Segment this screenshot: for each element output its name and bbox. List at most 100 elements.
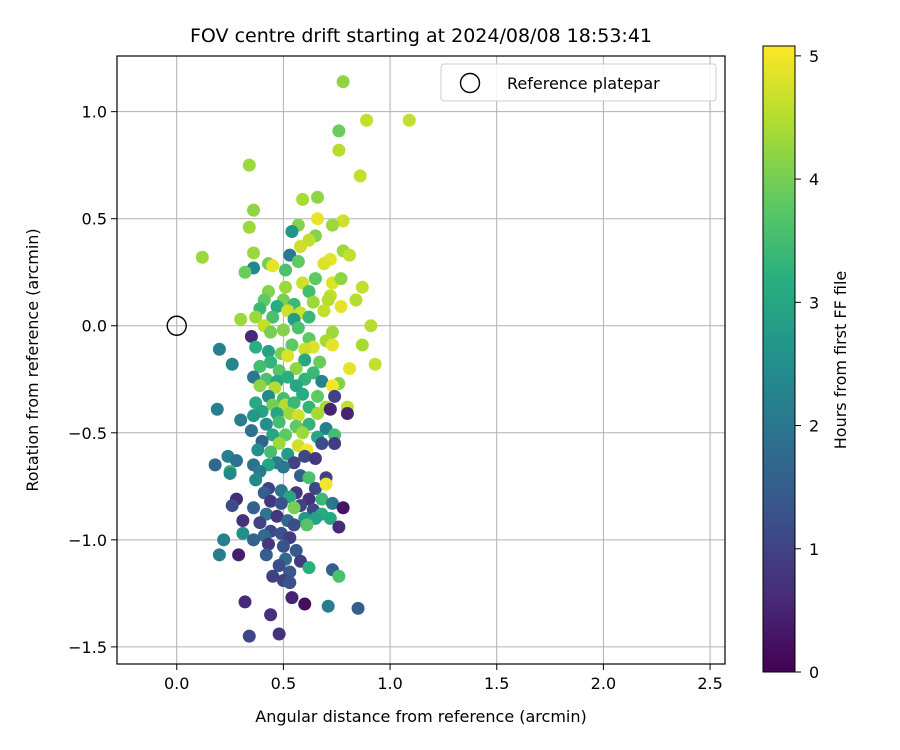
colorbar: 0 1 2 3 4 5 Hours from first FF file: [762, 45, 850, 682]
colorbar-gradient: [763, 46, 795, 672]
scatter-point: [287, 456, 301, 470]
y-tick-label: 0.0: [82, 317, 107, 336]
scatter-point: [195, 250, 209, 264]
scatter-point: [261, 344, 275, 358]
scatter-point: [315, 374, 329, 388]
scatter-point: [249, 473, 263, 487]
scatter-point: [291, 321, 305, 335]
scatter-point: [300, 518, 314, 532]
scatter-point: [264, 445, 278, 459]
plot-frame: [116, 55, 726, 665]
scatter-point: [332, 143, 346, 157]
scatter-point: [296, 426, 310, 440]
scatter-point: [289, 362, 303, 376]
scatter-point: [259, 548, 273, 562]
scatter-point: [225, 499, 239, 513]
x-tick-label: 2.0: [591, 674, 616, 693]
scatter-point: [291, 255, 305, 269]
scatter-point: [264, 494, 278, 508]
colorbar-tick-label: 5: [809, 47, 819, 66]
scatter-point: [272, 436, 286, 450]
scatter-point: [332, 520, 346, 534]
scatter-point: [217, 533, 231, 547]
scatter-point: [313, 355, 327, 369]
scatter-point: [308, 451, 322, 465]
scatter-point: [247, 409, 261, 423]
legend-marker-open-circle: [459, 72, 481, 94]
scatter-point: [287, 501, 301, 515]
scatter-point: [253, 379, 267, 393]
scatter-point: [325, 496, 339, 510]
scatter-point: [323, 511, 337, 525]
scatter-point: [317, 257, 331, 271]
scatter-point: [272, 415, 286, 429]
scatter-point: [360, 113, 374, 127]
scatter-point: [336, 501, 350, 515]
scatter-point: [247, 533, 261, 547]
scatter-point: [325, 379, 339, 393]
scatter-point: [355, 338, 369, 352]
scatter-point: [332, 124, 346, 138]
scatter-point: [343, 248, 357, 262]
scatter-point: [281, 349, 295, 363]
scatter-point: [343, 362, 357, 376]
scatter-point: [336, 214, 350, 228]
scatter-point: [334, 299, 348, 313]
scatter-point: [325, 218, 339, 232]
scatter-point: [247, 203, 261, 217]
scatter-point: [285, 338, 299, 352]
scatter-point: [298, 342, 312, 356]
scatter-point: [259, 417, 273, 431]
scatter-point: [323, 402, 337, 416]
colorbar-tick-label: 0: [809, 663, 819, 682]
scatter-point: [336, 75, 350, 89]
scatter-point: [306, 295, 320, 309]
reference-platepar-marker: [166, 315, 187, 336]
scatter-point: [302, 471, 316, 485]
scatter-point: [315, 436, 329, 450]
scatter-point: [244, 424, 258, 438]
scatter-point: [266, 259, 280, 273]
scatter-point: [253, 516, 267, 530]
scatter-point: [283, 576, 297, 590]
x-tick-label: 0.5: [271, 674, 296, 693]
y-tick-label: 1.0: [82, 103, 107, 122]
y-tick-label: −1.0: [68, 531, 107, 550]
y-tick-label: −1.5: [68, 638, 107, 657]
legend-box: [440, 63, 717, 102]
legend: Reference platepar: [440, 63, 717, 102]
scatter-point: [276, 323, 290, 337]
scatter-point: [264, 325, 278, 339]
grid-lines: [117, 56, 725, 664]
scatter-point: [311, 190, 325, 204]
scatter-point: [244, 329, 258, 343]
x-tick-label: 1.5: [484, 674, 509, 693]
scatter-point: [317, 304, 331, 318]
y-axis-label: Rotation from reference (arcmin): [23, 228, 42, 491]
scatter-point: [302, 310, 316, 324]
scatter-point: [293, 240, 307, 254]
scatter-point: [291, 409, 305, 423]
scatter-point: [210, 402, 224, 416]
scatter-point: [319, 477, 333, 491]
scatter-point: [272, 559, 286, 573]
scatter-point: [340, 407, 354, 421]
x-axis-label: Angular distance from reference (arcmin): [255, 707, 586, 726]
colorbar-tick-label: 3: [809, 293, 819, 312]
x-axis-ticks: 0.0 0.5 1.0 1.5 2.0 2.5: [164, 664, 723, 693]
colorbar-tick-label: 2: [809, 417, 819, 436]
x-tick-label: 2.5: [697, 674, 722, 693]
colorbar-frame: [762, 45, 796, 673]
scatter-point: [232, 548, 246, 562]
scatter-point: [296, 192, 310, 206]
scatter-point: [279, 280, 293, 294]
scatter-point: [253, 359, 267, 373]
scatter-point: [311, 407, 325, 421]
scatter-point: [212, 548, 226, 562]
scatter-point: [287, 518, 301, 532]
scatter-point: [270, 299, 284, 313]
chart-title: FOV centre drift starting at 2024/08/08 …: [190, 25, 652, 47]
scatter-point: [279, 263, 293, 277]
scatter-point: [236, 514, 250, 528]
y-axis-ticks: −1.5 −1.0 −0.5 0.0 0.5 1.0: [68, 103, 117, 657]
